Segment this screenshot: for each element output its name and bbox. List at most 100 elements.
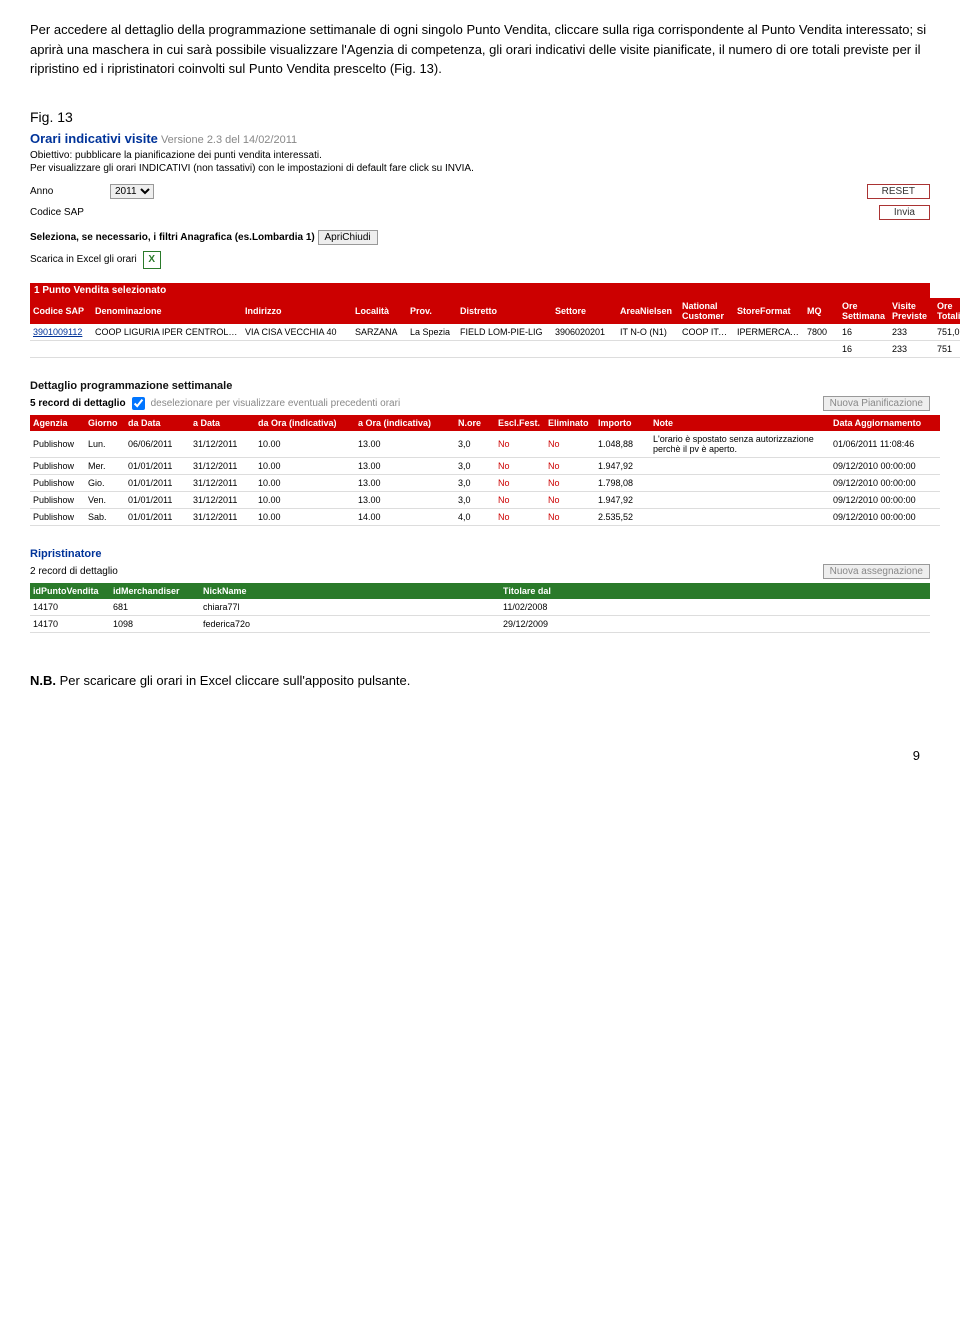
nb-text: N.B. N.B. Per scaricare gli orari in Exc… xyxy=(30,673,930,688)
col-header: NickName xyxy=(200,583,500,599)
cell: Lun. xyxy=(85,431,125,458)
cell: 31/12/2011 xyxy=(190,491,255,508)
pv-section-header: 1 Punto Vendita selezionato xyxy=(30,283,930,298)
cell: 10.00 xyxy=(255,431,355,458)
cell: 1.798,08 xyxy=(595,474,650,491)
cell: 10.00 xyxy=(255,474,355,491)
cell xyxy=(734,340,804,357)
table-row[interactable]: 14170681chiara77l11/02/2008 xyxy=(30,599,930,616)
cell: 3901009112 xyxy=(30,324,92,341)
cell: Mer. xyxy=(85,457,125,474)
cell xyxy=(650,457,830,474)
aprichiudi-button[interactable]: ApriChiudi xyxy=(318,230,378,245)
cell: 1.048,88 xyxy=(595,431,650,458)
cell: 4,0 xyxy=(455,508,495,525)
cell: 751,0 xyxy=(934,324,960,341)
col-header: a Data xyxy=(190,415,255,431)
dettaglio-table: AgenziaGiornoda Dataa Datada Ora (indica… xyxy=(30,415,940,526)
col-header: MQ xyxy=(804,298,839,324)
cell xyxy=(92,340,242,357)
cell: 01/06/2011 11:08:46 xyxy=(830,431,940,458)
cell xyxy=(679,340,734,357)
col-header: Agenzia xyxy=(30,415,85,431)
table-row[interactable]: 141701098federica72o29/12/2009 xyxy=(30,615,930,632)
table-row[interactable]: PublishowMer.01/01/201131/12/201110.0013… xyxy=(30,457,940,474)
col-header: National Customer xyxy=(679,298,734,324)
col-header: Ore Totali xyxy=(934,298,960,324)
invia-button[interactable]: Invia xyxy=(879,205,930,220)
cell: No xyxy=(545,457,595,474)
cell: 3,0 xyxy=(455,474,495,491)
cell xyxy=(617,340,679,357)
cell: 233 xyxy=(889,340,934,357)
cell: 01/01/2011 xyxy=(125,491,190,508)
col-header: AreaNielsen xyxy=(617,298,679,324)
cell: No xyxy=(545,431,595,458)
cell: COOP ITALIA xyxy=(679,324,734,341)
col-header: Visite Previste xyxy=(889,298,934,324)
cell: Sab. xyxy=(85,508,125,525)
prev-orari-checkbox[interactable] xyxy=(132,397,145,410)
table-row[interactable]: 3901009112COOP LIGURIA IPER CENTROLUNAVI… xyxy=(30,324,960,341)
ripristinatore-record-count: 2 record di dettaglio xyxy=(30,566,118,577)
cell: 31/12/2011 xyxy=(190,474,255,491)
table-row[interactable]: 16233751 xyxy=(30,340,960,357)
col-header: Codice SAP xyxy=(30,298,92,324)
excel-export-text: Scarica in Excel gli orari xyxy=(30,254,137,265)
cell: 16 xyxy=(839,340,889,357)
nuova-assegnazione-button[interactable]: Nuova assegnazione xyxy=(823,564,930,579)
col-header: idMerchandiser xyxy=(110,583,200,599)
cell: 1.947,92 xyxy=(595,457,650,474)
col-header: a Ora (indicativa) xyxy=(355,415,455,431)
reset-button[interactable]: RESET xyxy=(867,184,930,199)
cell: 1.947,92 xyxy=(595,491,650,508)
table-row[interactable]: PublishowVen.01/01/201131/12/201110.0013… xyxy=(30,491,940,508)
cell: 13.00 xyxy=(355,491,455,508)
cell: 13.00 xyxy=(355,474,455,491)
cell: 10.00 xyxy=(255,508,355,525)
intro-paragraph: Per accedere al dettaglio della programm… xyxy=(30,20,930,79)
cell: 681 xyxy=(110,599,200,616)
cell: No xyxy=(495,457,545,474)
cell: 09/12/2010 00:00:00 xyxy=(830,457,940,474)
cell: 11/02/2008 xyxy=(500,599,930,616)
excel-icon[interactable]: X xyxy=(143,251,161,269)
cell: chiara77l xyxy=(200,599,500,616)
col-header: Ore Settimana xyxy=(839,298,889,324)
cell: 31/12/2011 xyxy=(190,457,255,474)
selectors-text: Seleziona, se necessario, i filtri Anagr… xyxy=(30,232,315,243)
cell xyxy=(650,508,830,525)
nuova-pianificazione-button[interactable]: Nuova Pianificazione xyxy=(823,396,930,411)
cell xyxy=(804,340,839,357)
cell: Publishow xyxy=(30,491,85,508)
ripristinatore-heading: Ripristinatore xyxy=(30,548,930,560)
col-header: Denominazione xyxy=(92,298,242,324)
cell: IT N-O (N1) xyxy=(617,324,679,341)
col-header: Indirizzo xyxy=(242,298,352,324)
cell: 2.535,52 xyxy=(595,508,650,525)
cell xyxy=(650,491,830,508)
table-row[interactable]: PublishowLun.06/06/201131/12/201110.0013… xyxy=(30,431,940,458)
cell: L'orario è spostato senza autorizzazione… xyxy=(650,431,830,458)
cell: No xyxy=(495,508,545,525)
anno-select[interactable]: 2011 xyxy=(110,184,154,199)
pv-table: Codice SAPDenominazioneIndirizzoLocalità… xyxy=(30,298,960,358)
cell: 3,0 xyxy=(455,431,495,458)
cell: Publishow xyxy=(30,474,85,491)
table-row[interactable]: PublishowGio.01/01/201131/12/201110.0013… xyxy=(30,474,940,491)
dettaglio-heading: Dettaglio programmazione settimanale xyxy=(30,380,930,392)
cell: 01/01/2011 xyxy=(125,474,190,491)
codice-sap-label: Codice SAP xyxy=(30,207,110,218)
cell xyxy=(650,474,830,491)
cell: 14170 xyxy=(30,615,110,632)
cell: VIA CISA VECCHIA 40 xyxy=(242,324,352,341)
cell: La Spezia xyxy=(407,324,457,341)
cell: 7800 xyxy=(804,324,839,341)
col-header: da Ora (indicativa) xyxy=(255,415,355,431)
cell: federica72o xyxy=(200,615,500,632)
dettaglio-record-count: 5 record di dettaglio xyxy=(30,398,126,409)
cell: 751 xyxy=(934,340,960,357)
table-row[interactable]: PublishowSab.01/01/201131/12/201110.0014… xyxy=(30,508,940,525)
cell: Publishow xyxy=(30,457,85,474)
col-header: Eliminato xyxy=(545,415,595,431)
